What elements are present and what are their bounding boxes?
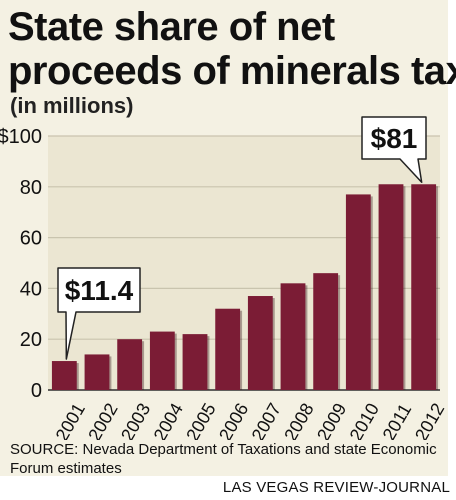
bar-2007 [247, 296, 273, 390]
source-note: SOURCE: Nevada Department of Taxations a… [10, 441, 437, 477]
x-tick-label: 2007 [248, 400, 285, 440]
callout-box-2012 [361, 116, 427, 184]
x-tick-label: 2012 [411, 400, 448, 440]
bar-2005 [182, 334, 208, 390]
grid-lines [48, 135, 440, 391]
y-tick-label: 80 [20, 177, 42, 199]
x-tick-label: 2003 [117, 400, 154, 440]
x-axis-ticks: 2001200220032004200520062007200820092010… [52, 400, 449, 440]
y-tick-label: 60 [20, 228, 42, 250]
bar-2012 [411, 184, 437, 390]
x-tick-label: 2011 [379, 400, 416, 440]
bar-2010 [345, 194, 371, 390]
bar-2004 [149, 331, 175, 390]
bar-2011 [378, 184, 404, 390]
chart-title-line-2: proceeds of minerals tax [8, 49, 456, 93]
callout-label-2012: $81 [371, 123, 418, 154]
bar-2001 [51, 361, 77, 390]
x-tick-label: 2010 [346, 400, 383, 440]
bar-2006 [215, 308, 241, 390]
x-tick-label: 2002 [84, 400, 121, 440]
callout-box-2001 [57, 267, 141, 360]
bar-series [51, 184, 439, 390]
x-tick-label: 2006 [215, 400, 252, 440]
bar-2002 [84, 354, 110, 390]
y-axis-ticks: 0 20 40 60 80 $100 [0, 126, 42, 402]
callouts: $11.4 $81 [57, 116, 427, 360]
callout-label-2001: $11.4 [65, 275, 134, 306]
chart-subtitle: (in millions) [10, 93, 134, 118]
bar-2009 [313, 273, 339, 390]
bar-2003 [117, 339, 143, 390]
publisher-credit: LAS VEGAS REVIEW-JOURNAL [222, 479, 450, 496]
x-tick-label: 2008 [280, 400, 317, 440]
y-tick-label: 0 [31, 380, 42, 402]
x-tick-label: 2005 [182, 400, 219, 440]
x-tick-label: 2009 [313, 400, 350, 440]
bar-2008 [280, 283, 306, 390]
plot-area [48, 136, 440, 390]
x-tick-label: 2001 [52, 400, 89, 440]
chart-title-line-1: State share of net [8, 5, 335, 49]
y-tick-label: $100 [0, 126, 42, 148]
y-tick-label: 20 [20, 329, 42, 351]
x-tick-label: 2004 [150, 400, 187, 440]
y-tick-label: 40 [20, 278, 42, 300]
